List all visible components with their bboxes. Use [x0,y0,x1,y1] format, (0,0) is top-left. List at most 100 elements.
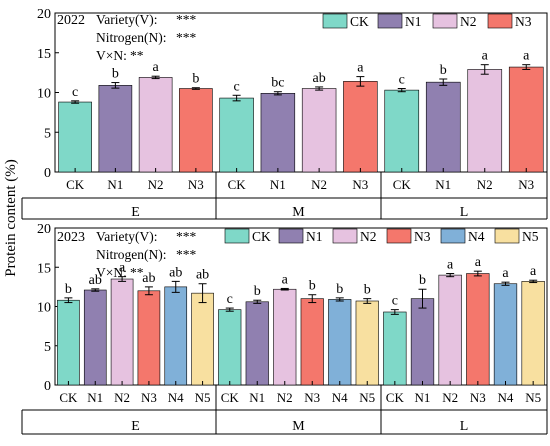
y-tick-label: 20 [37,222,51,237]
legend-label: CK [252,229,271,244]
stat-label: Variety(V): [96,229,157,244]
legend-label: N3 [414,229,431,244]
stat-label: Nitrogen(N): [96,30,166,45]
bar-E-N2 [110,278,134,386]
treatment-tick-label: N2 [277,390,293,405]
bar-M-N1 [260,92,296,173]
group-label: L [460,205,469,220]
year-label: 2023 [57,230,85,245]
treatment-tick-label: N1 [270,177,286,192]
bar-L-CK [384,89,420,173]
treatment-tick-label: N5 [195,390,211,405]
legend-label: N3 [515,14,532,29]
bar-E-CK [58,101,92,173]
legend-label: N1 [306,229,323,244]
treatment-tick-label: N3 [141,390,157,405]
treatment-tick-label: N2 [477,177,493,192]
bar-E-N1 [98,85,133,173]
bar-E-N4 [164,286,188,386]
legend-swatch-N4 [440,228,466,244]
treatment-tick-label: N1 [435,177,451,192]
panel-2022: 05101520EcCKbN1aN2bN3McCKbcN1abN2aN3LcCK… [21,7,548,220]
legend-swatch-N3 [386,228,412,244]
legend-label: N5 [522,229,539,244]
group-label: M [292,419,305,434]
bar-L-N2 [438,274,462,386]
significance-letter: b [112,67,119,82]
treatment-tick-label: N3 [188,177,204,192]
significance-letter: c [72,85,78,100]
significance-letter: a [282,272,289,287]
stat-significance: ** [130,265,144,280]
stat-significance: *** [176,247,197,262]
legend-swatch-N2 [432,13,458,29]
bar-L-N5 [521,281,545,386]
treatment-tick-label: N1 [249,390,265,405]
stat-significance: *** [176,229,197,244]
treatment-tick-label: N2 [148,177,164,192]
significance-letter: a [153,60,160,75]
treatment-tick-label: N3 [518,177,534,192]
treatment-tick-label: N5 [525,390,541,405]
significance-letter: b [309,279,316,294]
y-tick-label: 5 [44,126,51,141]
significance-letter: c [227,292,233,307]
bar-L-N1 [410,298,435,386]
group-label: E [131,205,140,220]
y-tick-label: 15 [37,47,51,62]
significance-letter: bc [271,76,284,91]
bar-M-N4 [328,299,352,386]
treatment-tick-label: N3 [470,390,486,405]
panel-2023: 05101520EbCKabN1aN2abN3abN4abN5McCKbN1aN… [21,222,548,435]
bar-E-N1 [83,289,107,386]
bar-E-N5 [191,292,214,386]
bar-L-N3 [508,66,544,173]
treatment-tick-label: N4 [498,390,514,405]
bar-L-N4 [493,283,518,386]
legend-swatch-N1 [377,13,403,29]
significance-letter: b [440,63,447,78]
bar-E-N3 [179,88,213,173]
stat-significance: *** [176,12,197,27]
significance-letter: b [65,282,72,297]
treatment-tick-label: N4 [168,390,184,405]
treatment-tick-label: N1 [415,390,431,405]
treatment-tick-label: CK [386,390,405,405]
bar-M-N5 [355,300,379,386]
bar-E-N2 [138,77,173,173]
y-tick-label: 10 [37,87,51,102]
stat-significance: ** [130,48,144,63]
bar-M-CK [219,97,254,173]
significance-letter: c [234,79,240,94]
significance-letter: c [392,294,398,309]
significance-letter: a [119,261,126,276]
bar-E-CK [57,299,80,386]
legend-swatch-N1 [278,228,304,244]
legend-swatch-CK [224,228,250,244]
stat-label: Variety(V): [96,12,157,27]
treatment-tick-label: CK [228,177,247,192]
legend-swatch-N2 [332,228,358,244]
bar-M-N1 [245,301,269,386]
significance-letter: a [482,49,489,64]
legend-swatch-N5 [494,228,520,244]
legend-swatch-N3 [487,13,513,29]
treatment-tick-label: N2 [311,177,327,192]
legend-label: N2 [360,229,377,244]
bar-L-N2 [467,69,503,173]
treatment-tick-label: CK [66,177,85,192]
y-tick-label: 10 [37,301,51,316]
treatment-tick-label: N4 [332,390,348,405]
group-label: E [131,419,140,434]
treatment-tick-label: N2 [114,390,130,405]
y-tick-label: 0 [44,166,51,181]
bar-E-N3 [137,290,161,386]
bar-L-N3 [466,273,490,386]
y-tick-label: 20 [37,7,51,22]
legend-label: N1 [405,14,422,29]
significance-letter: ab [169,265,182,280]
group-label: L [460,419,469,434]
legend-swatch-CK [322,13,348,29]
bar-M-CK [218,309,242,386]
